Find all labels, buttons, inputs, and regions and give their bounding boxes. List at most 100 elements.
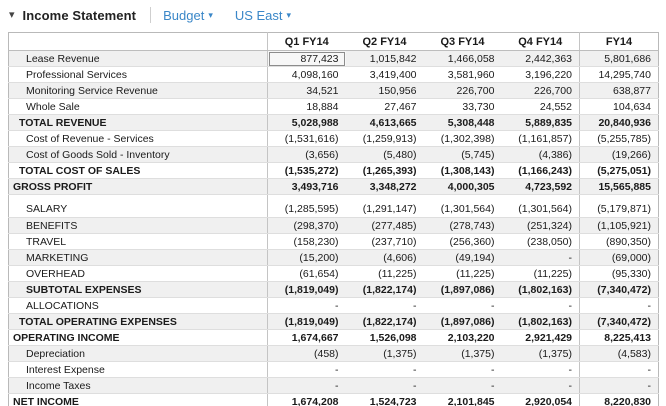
value-cell[interactable]: 4,098,160	[267, 66, 346, 83]
region-dropdown[interactable]: US East ▾	[235, 8, 291, 23]
value-cell[interactable]: (5,255,785)	[579, 130, 659, 147]
value-cell[interactable]: 14,295,740	[579, 66, 659, 83]
value-cell[interactable]: 4,000,305	[423, 178, 502, 195]
value-cell[interactable]: (4,583)	[579, 345, 659, 362]
value-cell[interactable]: 226,700	[423, 82, 502, 99]
row-label[interactable]: OVERHEAD	[8, 265, 268, 282]
row-label[interactable]: NET INCOME	[8, 393, 268, 406]
value-cell[interactable]: 2,920,054	[501, 393, 580, 406]
value-cell[interactable]: (1,819,049)	[267, 313, 346, 330]
value-cell[interactable]: 150,956	[345, 82, 424, 99]
value-cell[interactable]: (1,375)	[501, 345, 580, 362]
value-cell[interactable]: (1,375)	[345, 345, 424, 362]
value-cell[interactable]: 5,801,686	[579, 50, 659, 67]
value-cell[interactable]: 2,921,429	[501, 329, 580, 346]
value-cell[interactable]: (1,897,086)	[423, 281, 502, 298]
value-cell[interactable]: (1,259,913)	[345, 130, 424, 147]
value-cell[interactable]: (1,291,147)	[345, 201, 424, 218]
value-cell[interactable]: 8,220,830	[579, 393, 659, 406]
row-label[interactable]: TRAVEL	[8, 233, 268, 250]
budget-dropdown[interactable]: Budget ▾	[163, 8, 213, 23]
value-cell[interactable]: 1,674,208	[267, 393, 346, 406]
value-cell[interactable]: (61,654)	[267, 265, 346, 282]
value-cell[interactable]: -	[267, 361, 346, 378]
value-cell[interactable]: 2,101,845	[423, 393, 502, 406]
value-cell[interactable]: 104,634	[579, 98, 659, 115]
value-cell[interactable]: -	[501, 297, 580, 314]
value-cell[interactable]: 226,700	[501, 82, 580, 99]
value-cell[interactable]: (237,710)	[345, 233, 424, 250]
value-cell[interactable]: 2,442,363	[501, 50, 580, 67]
value-cell[interactable]: (3,656)	[267, 146, 346, 163]
value-cell[interactable]: 1,015,842	[345, 50, 424, 67]
value-cell[interactable]: (5,179,871)	[579, 201, 659, 218]
value-cell[interactable]: 24,552	[501, 98, 580, 115]
value-cell[interactable]: -	[501, 377, 580, 394]
value-cell[interactable]: 1,524,723	[345, 393, 424, 406]
value-cell[interactable]: (15,200)	[267, 249, 346, 266]
value-cell[interactable]: (238,050)	[501, 233, 580, 250]
value-cell[interactable]: 33,730	[423, 98, 502, 115]
value-cell[interactable]: 5,308,448	[423, 114, 502, 131]
row-label[interactable]: ALLOCATIONS	[8, 297, 268, 314]
value-cell[interactable]: (277,485)	[345, 217, 424, 234]
value-cell[interactable]: (1,308,143)	[423, 162, 502, 179]
value-cell[interactable]: (7,340,472)	[579, 281, 659, 298]
value-cell[interactable]: 20,840,936	[579, 114, 659, 131]
value-cell[interactable]: -	[267, 297, 346, 314]
selected-cell[interactable]: 877,423	[267, 50, 346, 67]
value-cell[interactable]: -	[579, 297, 659, 314]
row-label[interactable]: Cost of Revenue - Services	[8, 130, 268, 147]
value-cell[interactable]: (5,745)	[423, 146, 502, 163]
row-label[interactable]: Monitoring Service Revenue	[8, 82, 268, 99]
row-label[interactable]: Depreciation	[8, 345, 268, 362]
value-cell[interactable]: (19,266)	[579, 146, 659, 163]
row-label[interactable]: Income Taxes	[8, 377, 268, 394]
row-label[interactable]: Interest Expense	[8, 361, 268, 378]
value-cell[interactable]: (1,302,398)	[423, 130, 502, 147]
value-cell[interactable]: (1,265,393)	[345, 162, 424, 179]
value-cell[interactable]: 15,565,885	[579, 178, 659, 195]
value-cell[interactable]: (298,370)	[267, 217, 346, 234]
row-label[interactable]: GROSS PROFIT	[8, 178, 268, 195]
value-cell[interactable]: (158,230)	[267, 233, 346, 250]
value-cell[interactable]: -	[345, 377, 424, 394]
value-cell[interactable]: (11,225)	[423, 265, 502, 282]
value-cell[interactable]: 3,581,960	[423, 66, 502, 83]
row-label[interactable]: Professional Services	[8, 66, 268, 83]
row-label[interactable]: OPERATING INCOME	[8, 329, 268, 346]
value-cell[interactable]: 18,884	[267, 98, 346, 115]
value-cell[interactable]: 8,225,413	[579, 329, 659, 346]
value-cell[interactable]: -	[501, 249, 580, 266]
value-cell[interactable]: (1,375)	[423, 345, 502, 362]
value-cell[interactable]: -	[345, 361, 424, 378]
row-label[interactable]: TOTAL OPERATING EXPENSES	[8, 313, 268, 330]
value-cell[interactable]: 1,674,667	[267, 329, 346, 346]
value-cell[interactable]: 3,196,220	[501, 66, 580, 83]
value-cell[interactable]: 5,028,988	[267, 114, 346, 131]
value-cell[interactable]: -	[423, 361, 502, 378]
value-cell[interactable]: 5,889,835	[501, 114, 580, 131]
value-cell[interactable]: 1,466,058	[423, 50, 502, 67]
value-cell[interactable]: (1,166,243)	[501, 162, 580, 179]
value-cell[interactable]: (5,275,051)	[579, 162, 659, 179]
value-cell[interactable]: (95,330)	[579, 265, 659, 282]
value-cell[interactable]: (458)	[267, 345, 346, 362]
value-cell[interactable]: 3,419,400	[345, 66, 424, 83]
value-cell[interactable]: (278,743)	[423, 217, 502, 234]
value-cell[interactable]: -	[423, 377, 502, 394]
row-label[interactable]: Lease Revenue	[8, 50, 268, 67]
row-label[interactable]: TOTAL REVENUE	[8, 114, 268, 131]
value-cell[interactable]: (1,301,564)	[423, 201, 502, 218]
value-cell[interactable]: 3,348,272	[345, 178, 424, 195]
value-cell[interactable]: (1,822,174)	[345, 281, 424, 298]
value-cell[interactable]: (1,531,616)	[267, 130, 346, 147]
value-cell[interactable]: (1,105,921)	[579, 217, 659, 234]
value-cell[interactable]: (1,535,272)	[267, 162, 346, 179]
value-cell[interactable]: 4,613,665	[345, 114, 424, 131]
value-cell[interactable]: (4,386)	[501, 146, 580, 163]
row-label[interactable]: SUBTOTAL EXPENSES	[8, 281, 268, 298]
value-cell[interactable]: (1,301,564)	[501, 201, 580, 218]
value-cell[interactable]: (256,360)	[423, 233, 502, 250]
value-cell[interactable]: 638,877	[579, 82, 659, 99]
